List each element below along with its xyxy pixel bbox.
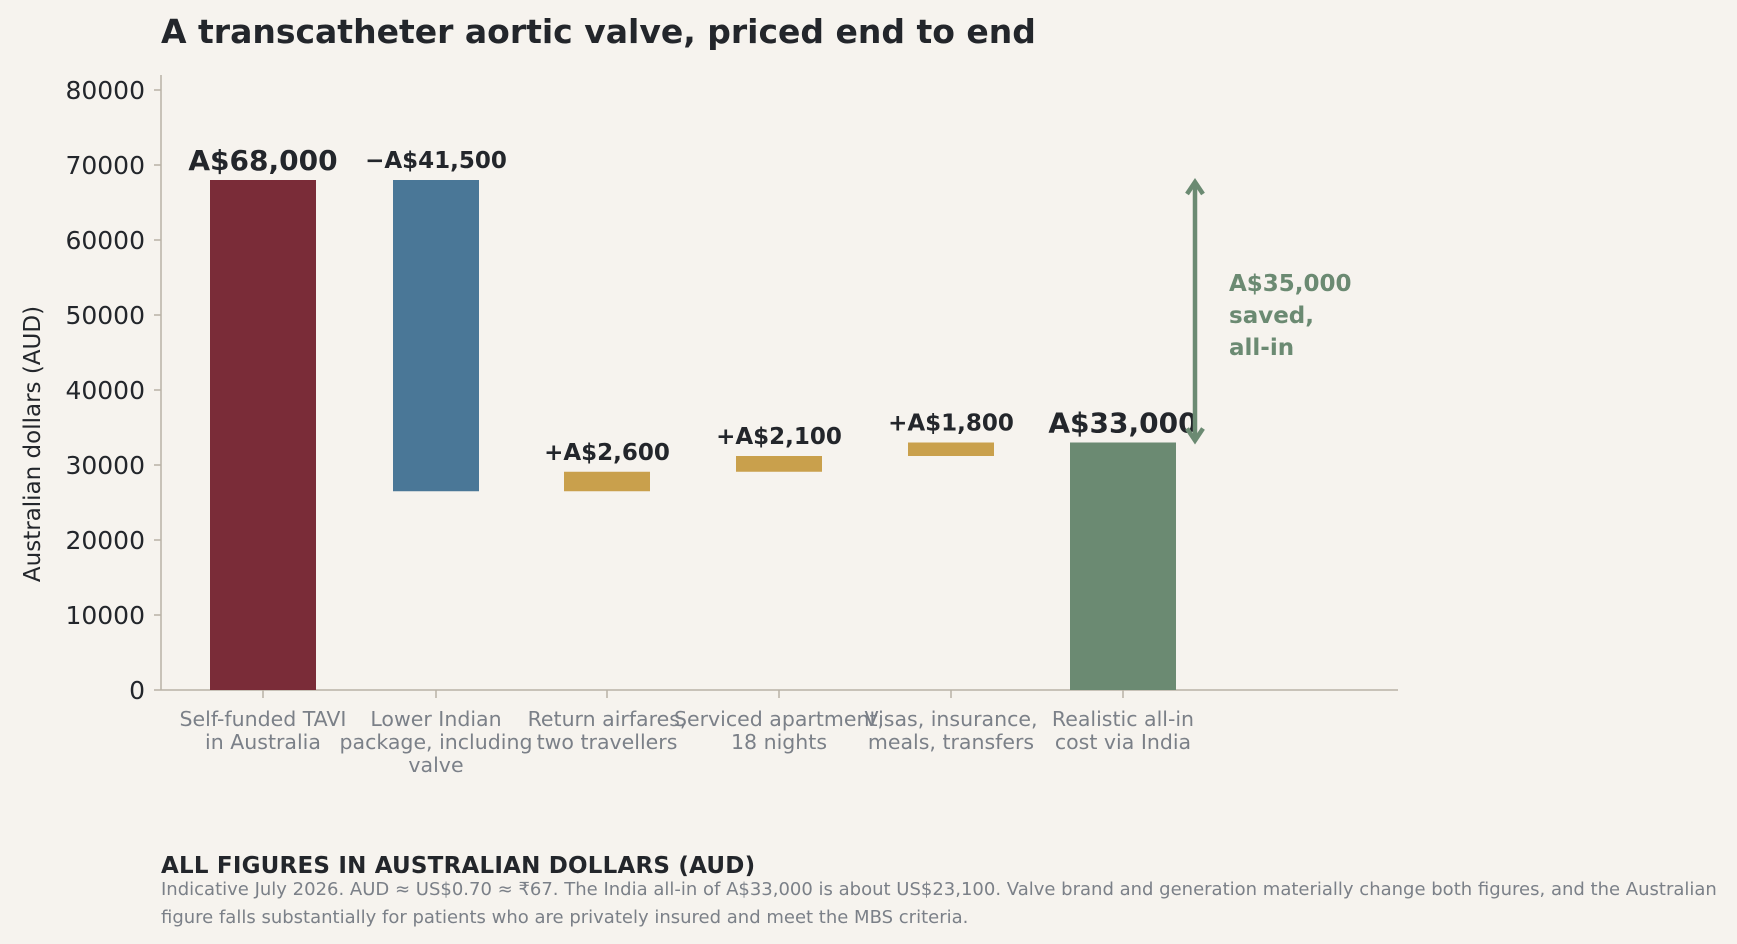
y-tick-label: 70000 <box>65 151 145 180</box>
bar-1 <box>210 180 316 690</box>
y-tick-label: 50000 <box>65 301 145 330</box>
footer-note: Indicative July 2026. AUD ≈ US$0.70 ≈ ₹6… <box>161 879 1717 928</box>
savings-arrow-head-up <box>1185 177 1205 196</box>
y-tick-label: 20000 <box>65 526 145 555</box>
bar-4 <box>736 456 822 472</box>
y-tick-label: 0 <box>129 676 145 705</box>
bar-3 <box>564 471 650 492</box>
y-tick-label: 10000 <box>65 601 145 630</box>
savings-annotation <box>1185 177 1205 445</box>
y-tick-label: 60000 <box>65 226 145 255</box>
x-tick-label: Serviced apartment, 18 nights <box>674 707 884 754</box>
y-axis: 0 10000 20000 30000 40000 50000 60000 70000 8000… <box>65 75 162 705</box>
bars <box>210 180 1176 690</box>
y-axis-label: Australian dollars (AUD) <box>20 306 46 582</box>
footer-heading: ALL FIGURES IN AUSTRALIAN DOLLARS (AUD) <box>161 853 756 879</box>
savings-arrow-head-down <box>1185 427 1205 445</box>
x-tick-label: Visas, insurance, meals, transfers <box>865 707 1038 754</box>
x-tick-label: Self-funded TAVI in Australia <box>180 707 347 754</box>
bar-value-label: −A$41,500 <box>365 148 507 174</box>
bar-5 <box>908 442 994 456</box>
y-tick-label: 80000 <box>65 76 145 105</box>
x-tick-label: Return airfares, two travellers <box>528 707 687 754</box>
bar-value-label: +A$2,100 <box>716 424 842 450</box>
bar-value-label: +A$1,800 <box>888 411 1014 437</box>
y-tick-label: 30000 <box>65 451 145 480</box>
x-tick-label: Lower Indian package, including valve <box>340 707 533 777</box>
bar-value-label: A$33,000 <box>1048 407 1197 440</box>
bar-value-labels: A$68,000 −A$41,500 +A$2,600 +A$2,100 +A$1,80… <box>188 144 1197 466</box>
bar-value-label: A$68,000 <box>188 144 337 177</box>
bar-2 <box>393 180 479 492</box>
x-tick-label: Realistic all-in cost via India <box>1052 707 1194 754</box>
savings-label: A$35,000 saved, all-in <box>1229 271 1352 361</box>
chart-title: A transcatheter aortic valve, priced end… <box>161 12 1036 51</box>
y-tick-label: 40000 <box>65 376 145 405</box>
bar-value-label: +A$2,600 <box>544 440 670 466</box>
bar-6 <box>1070 442 1176 690</box>
